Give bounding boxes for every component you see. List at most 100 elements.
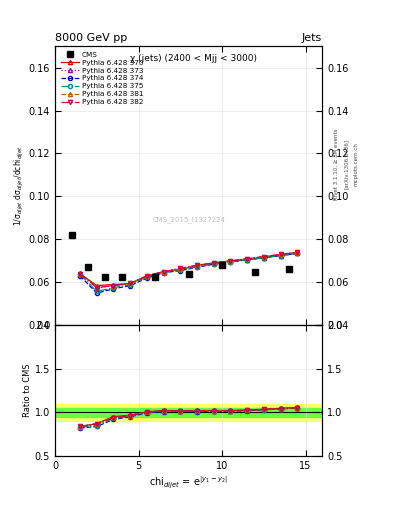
Pythia 6.428 375 bbox=[295, 250, 299, 257]
Pythia 6.428 373 bbox=[78, 270, 83, 276]
Text: CMS_2015_I1327224: CMS_2015_I1327224 bbox=[152, 216, 225, 223]
Pythia 6.428 374 bbox=[178, 267, 183, 273]
Pythia 6.428 381 bbox=[145, 273, 149, 279]
CMS bbox=[69, 232, 74, 238]
Pythia 6.428 373 bbox=[295, 249, 299, 255]
Pythia 6.428 370 bbox=[295, 250, 299, 257]
Pythia 6.428 382 bbox=[178, 265, 183, 271]
Text: Rivet 3.1.10, ≥ 3M events: Rivet 3.1.10, ≥ 3M events bbox=[334, 128, 338, 200]
Pythia 6.428 373 bbox=[195, 263, 199, 269]
Pythia 6.428 381 bbox=[178, 266, 183, 272]
Pythia 6.428 373 bbox=[94, 285, 99, 291]
Legend: CMS, Pythia 6.428 370, Pythia 6.428 373, Pythia 6.428 374, Pythia 6.428 375, Pyt: CMS, Pythia 6.428 370, Pythia 6.428 373,… bbox=[59, 50, 145, 107]
Pythia 6.428 382 bbox=[211, 260, 216, 266]
Pythia 6.428 382 bbox=[128, 281, 132, 287]
Pythia 6.428 370 bbox=[278, 252, 283, 259]
Line: Pythia 6.428 374: Pythia 6.428 374 bbox=[78, 251, 299, 295]
Pythia 6.428 375 bbox=[278, 252, 283, 259]
Pythia 6.428 375 bbox=[94, 288, 99, 294]
Pythia 6.428 375 bbox=[261, 254, 266, 261]
Pythia 6.428 375 bbox=[178, 267, 183, 273]
Pythia 6.428 382 bbox=[295, 249, 299, 255]
Pythia 6.428 375 bbox=[111, 285, 116, 291]
Pythia 6.428 373 bbox=[261, 253, 266, 260]
Pythia 6.428 382 bbox=[78, 271, 83, 277]
Pythia 6.428 370 bbox=[261, 254, 266, 261]
Pythia 6.428 373 bbox=[178, 265, 183, 271]
Pythia 6.428 381 bbox=[245, 255, 250, 262]
Pythia 6.428 381 bbox=[78, 271, 83, 277]
Text: 8000 GeV pp: 8000 GeV pp bbox=[55, 33, 127, 42]
Pythia 6.428 375 bbox=[228, 259, 233, 265]
Pythia 6.428 373 bbox=[278, 251, 283, 258]
Pythia 6.428 373 bbox=[145, 273, 149, 279]
Pythia 6.428 381 bbox=[261, 253, 266, 260]
Pythia 6.428 381 bbox=[128, 281, 132, 287]
Pythia 6.428 370 bbox=[161, 269, 166, 275]
Pythia 6.428 381 bbox=[161, 269, 166, 275]
Pythia 6.428 381 bbox=[94, 284, 99, 290]
Bar bbox=[55, 403, 322, 421]
Pythia 6.428 374 bbox=[195, 264, 199, 270]
Pythia 6.428 373 bbox=[245, 255, 250, 262]
Pythia 6.428 375 bbox=[211, 261, 216, 267]
Pythia 6.428 375 bbox=[78, 271, 83, 278]
Pythia 6.428 381 bbox=[295, 249, 299, 255]
Line: Pythia 6.428 373: Pythia 6.428 373 bbox=[78, 250, 299, 290]
Pythia 6.428 374 bbox=[128, 283, 132, 289]
Pythia 6.428 382 bbox=[161, 269, 166, 275]
Pythia 6.428 374 bbox=[245, 257, 250, 263]
Pythia 6.428 373 bbox=[211, 260, 216, 266]
Pythia 6.428 381 bbox=[228, 258, 233, 264]
Pythia 6.428 373 bbox=[111, 283, 116, 289]
Pythia 6.428 375 bbox=[145, 274, 149, 280]
Pythia 6.428 370 bbox=[128, 281, 132, 287]
CMS bbox=[286, 266, 291, 272]
Pythia 6.428 374 bbox=[94, 290, 99, 296]
Pythia 6.428 370 bbox=[78, 271, 83, 277]
Pythia 6.428 374 bbox=[278, 252, 283, 259]
Pythia 6.428 374 bbox=[261, 254, 266, 261]
Text: [arXiv:1306.3436]: [arXiv:1306.3436] bbox=[343, 139, 348, 189]
Pythia 6.428 382 bbox=[145, 273, 149, 279]
CMS bbox=[186, 271, 191, 277]
Pythia 6.428 382 bbox=[261, 253, 266, 260]
Bar bbox=[55, 408, 322, 417]
Text: mcplots.cern.ch: mcplots.cern.ch bbox=[353, 142, 358, 186]
Pythia 6.428 374 bbox=[228, 259, 233, 265]
Pythia 6.428 374 bbox=[295, 250, 299, 257]
Pythia 6.428 382 bbox=[228, 258, 233, 264]
Y-axis label: 1/σ$_{dijet}$ dσ$_{dijet}$/dchi$_{dijet}$: 1/σ$_{dijet}$ dσ$_{dijet}$/dchi$_{dijet}… bbox=[13, 145, 26, 226]
Pythia 6.428 382 bbox=[94, 285, 99, 291]
X-axis label: chi$_{dijet}$ = e$^{|y_1-y_2|}$: chi$_{dijet}$ = e$^{|y_1-y_2|}$ bbox=[149, 475, 228, 491]
Pythia 6.428 370 bbox=[111, 282, 116, 288]
Pythia 6.428 375 bbox=[245, 257, 250, 263]
Pythia 6.428 374 bbox=[161, 270, 166, 276]
Pythia 6.428 374 bbox=[78, 273, 83, 279]
Y-axis label: Ratio to CMS: Ratio to CMS bbox=[23, 364, 32, 417]
Pythia 6.428 374 bbox=[145, 275, 149, 281]
Line: Pythia 6.428 382: Pythia 6.428 382 bbox=[78, 250, 299, 290]
Text: χ (jets) (2400 < Mjj < 3000): χ (jets) (2400 < Mjj < 3000) bbox=[130, 54, 257, 63]
CMS bbox=[103, 274, 108, 280]
Pythia 6.428 381 bbox=[111, 283, 116, 289]
Pythia 6.428 370 bbox=[145, 273, 149, 279]
Pythia 6.428 373 bbox=[128, 281, 132, 287]
Pythia 6.428 370 bbox=[245, 257, 250, 263]
Pythia 6.428 370 bbox=[178, 266, 183, 272]
Pythia 6.428 373 bbox=[228, 258, 233, 264]
Pythia 6.428 375 bbox=[195, 264, 199, 270]
Pythia 6.428 374 bbox=[111, 286, 116, 292]
Pythia 6.428 374 bbox=[211, 261, 216, 267]
Pythia 6.428 381 bbox=[195, 262, 199, 268]
Line: Pythia 6.428 370: Pythia 6.428 370 bbox=[78, 251, 299, 288]
Pythia 6.428 375 bbox=[128, 282, 132, 288]
Pythia 6.428 370 bbox=[195, 262, 199, 268]
CMS bbox=[119, 274, 124, 280]
Line: Pythia 6.428 375: Pythia 6.428 375 bbox=[78, 251, 299, 293]
Line: Pythia 6.428 381: Pythia 6.428 381 bbox=[78, 250, 299, 289]
Pythia 6.428 381 bbox=[211, 260, 216, 266]
CMS bbox=[153, 274, 158, 280]
Pythia 6.428 382 bbox=[111, 283, 116, 289]
Pythia 6.428 375 bbox=[161, 270, 166, 276]
